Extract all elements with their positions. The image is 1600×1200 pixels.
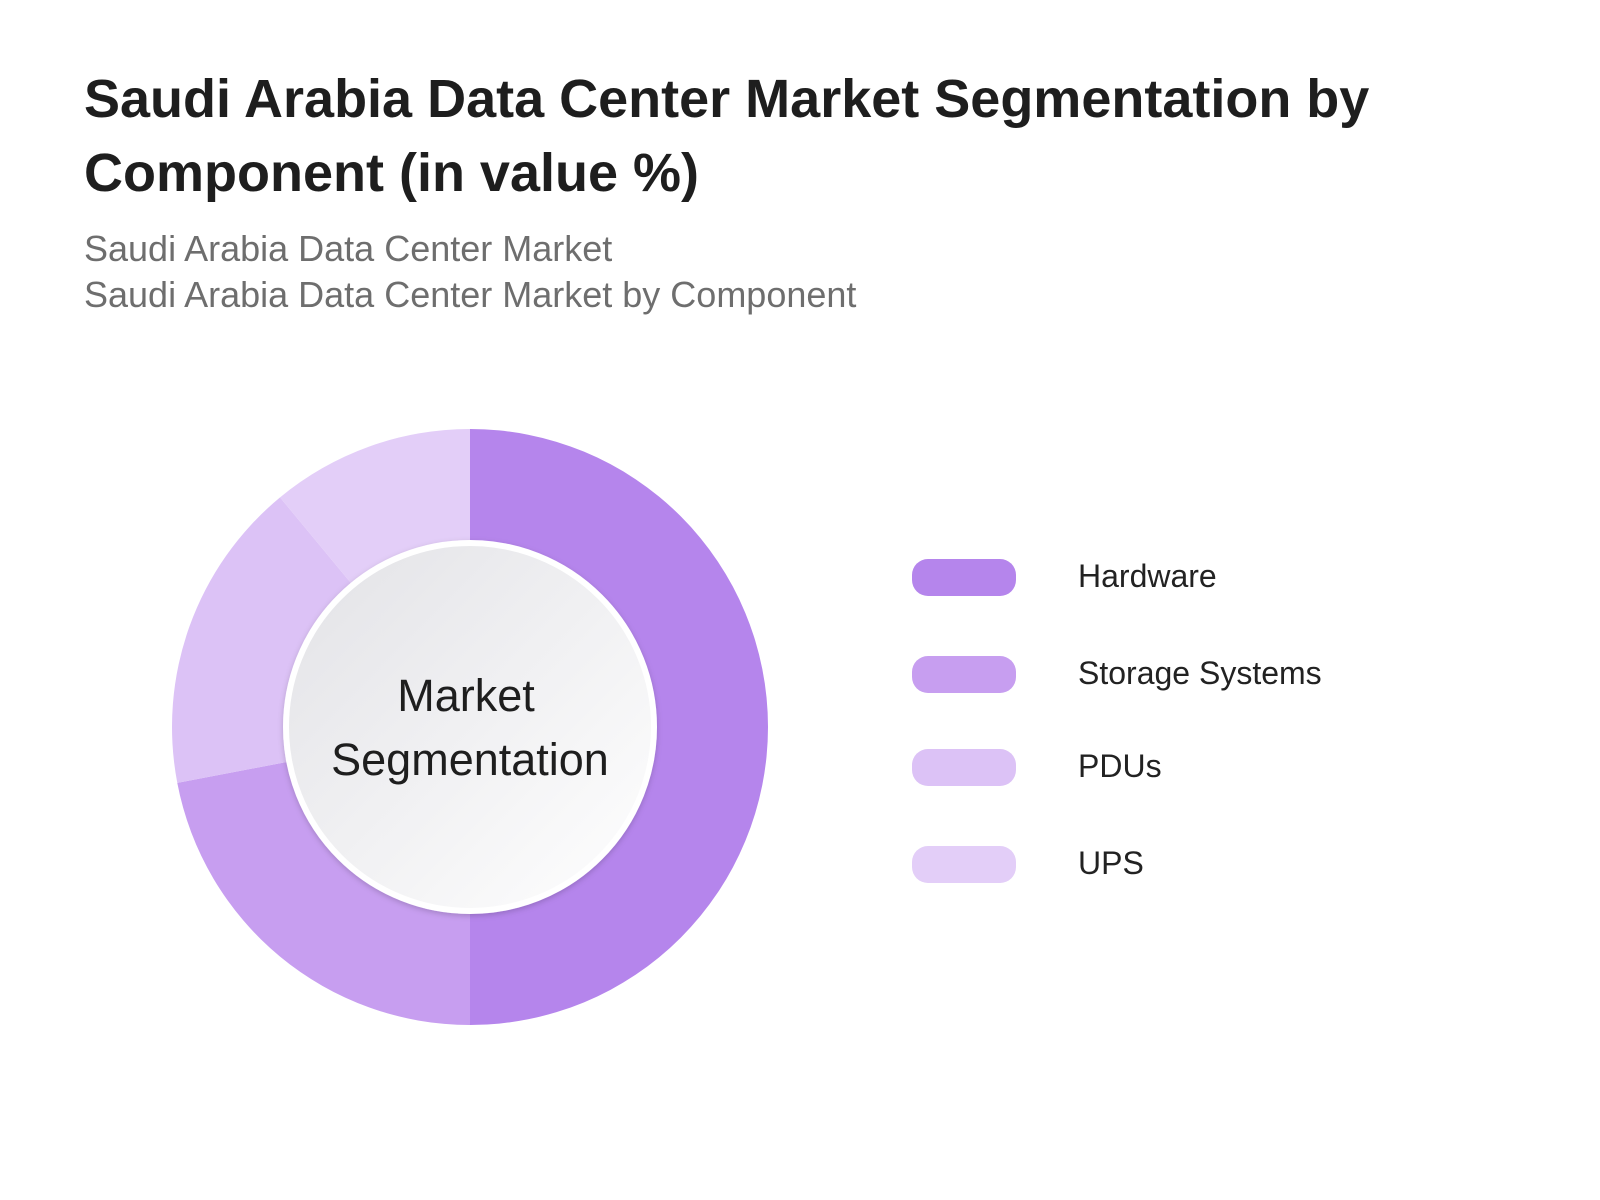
chart-subtitle-component: Saudi Arabia Data Center Market by Compo… — [84, 274, 857, 315]
donut-center-label-line2: Segmentation — [331, 734, 609, 785]
chart-title: Saudi Arabia Data Center Market Segmenta… — [84, 69, 1370, 203]
chart-subtitle-market: Saudi Arabia Data Center Market — [84, 228, 613, 269]
legend-label-ups: UPS — [1078, 845, 1144, 881]
donut-center-label-line1: Market — [397, 670, 535, 721]
donut-center-disc — [283, 540, 657, 914]
legend-swatch-hardware — [912, 559, 1016, 596]
legend-label-pdus: PDUs — [1078, 748, 1162, 784]
legend-label-storage-systems: Storage Systems — [1078, 655, 1322, 691]
legend-item-ups: UPS — [912, 843, 1512, 883]
legend-swatch-pdus — [912, 749, 1016, 786]
legend-swatch-ups — [912, 846, 1016, 883]
legend-item-pdus: PDUs — [912, 746, 1512, 786]
legend-item-storage-systems: Storage Systems — [912, 653, 1512, 693]
donut-slice-hardware — [470, 429, 768, 1025]
donut-slice-storage-systems — [177, 761, 471, 1025]
legend-label-hardware: Hardware — [1078, 558, 1217, 594]
legend-swatch-storage-systems — [912, 656, 1016, 693]
donut-slices — [171, 429, 768, 1025]
donut-slice-pdus — [171, 497, 352, 783]
legend-item-hardware: Hardware — [912, 556, 1512, 596]
donut-slice-ups — [280, 429, 470, 584]
